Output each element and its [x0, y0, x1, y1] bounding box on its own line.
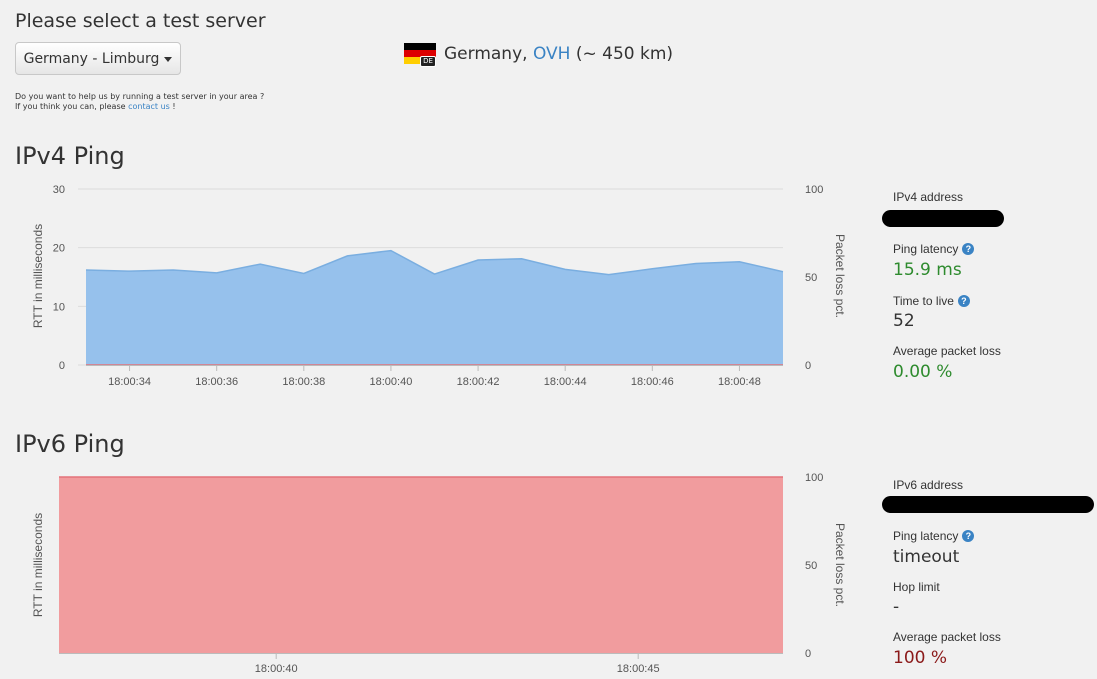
ipv4-loss-label-text: Average packet loss	[893, 344, 1001, 358]
x-tick-label: 18:00:34	[108, 376, 151, 388]
server-distance: (~ 450 km)	[570, 44, 674, 64]
x-tick-label: 18:00:36	[195, 376, 238, 388]
flag-code: DE	[420, 56, 436, 67]
ipv6-hop-label: Hop limit	[893, 580, 940, 594]
ipv4-address-label-text: IPv4 address	[893, 190, 964, 204]
rtt-area	[86, 250, 783, 365]
ipv6-latency-label: Ping latency?	[893, 529, 975, 543]
help-icon[interactable]: ?	[962, 530, 975, 542]
y-right-tick-label: 50	[805, 272, 817, 284]
help-icon[interactable]: ?	[962, 243, 975, 255]
help-icon[interactable]: ?	[957, 295, 970, 307]
ipv4-latency-value: 15.9 ms	[893, 260, 962, 280]
ipv4-section-title: IPv4 Ping	[15, 142, 125, 170]
ipv6-hop-label-text: Hop limit	[893, 580, 940, 594]
ipv6-latency-label-text: Ping latency	[893, 529, 959, 543]
packet-loss-area	[59, 477, 783, 653]
ipv4-loss-label: Average packet loss	[893, 344, 1001, 358]
ipv6-ping-chart: 0 50 100 18:00:40 18:00:45	[59, 472, 823, 675]
server-select-dropdown[interactable]: Germany - Limburg	[15, 42, 181, 75]
y-right-tick-label: 50	[805, 560, 817, 572]
help-line-2-prefix: If you think you can, please	[15, 102, 129, 111]
ipv4-address-redacted	[882, 210, 1004, 227]
location-country: Germany,	[444, 44, 533, 64]
ipv4-latency-label-text: Ping latency	[893, 242, 959, 256]
ipv6-loss-label: Average packet loss	[893, 630, 1001, 644]
help-text: Do you want to help us by running a test…	[15, 92, 264, 112]
ipv4-ttl-value: 52	[893, 311, 915, 331]
ipv6-section-title: IPv6 Ping	[15, 430, 125, 458]
x-tick-label: 18:00:45	[617, 663, 660, 675]
y-tick-label: 20	[53, 243, 65, 255]
germany-flag-icon: DE	[404, 43, 436, 67]
provider-link[interactable]: OVH	[532, 44, 571, 64]
y-right-tick-label: 100	[805, 184, 823, 196]
ipv6-address-label: IPv6 address	[893, 478, 963, 492]
y-right-tick-label: 0	[805, 648, 811, 660]
y-tick-label: 30	[53, 184, 65, 196]
x-tick-label: 18:00:38	[282, 376, 325, 388]
ipv4-latency-label: Ping latency?	[893, 242, 975, 256]
x-tick-label: 18:00:40	[370, 376, 413, 388]
help-line-2: If you think you can, please contact us …	[15, 102, 264, 112]
ipv6-address-label-text: IPv6 address	[893, 478, 964, 492]
x-tick-label: 18:00:40	[255, 663, 298, 675]
ipv6-hop-value: -	[893, 597, 900, 617]
y-tick-label: 10	[53, 301, 65, 313]
rtt-line	[85, 249, 784, 276]
contact-us-link[interactable]: contact us	[128, 102, 170, 111]
ipv4-address-label: IPv4 address	[893, 190, 963, 204]
y-right-tick-label: 100	[805, 472, 823, 484]
caret-down-icon	[164, 57, 173, 62]
ipv6-latency-value: timeout	[893, 547, 960, 567]
help-line-2-suffix: !	[169, 102, 176, 111]
page-title: Please select a test server	[15, 10, 266, 32]
ipv6-y-axis-right-label: Packet loss pct.	[833, 522, 847, 608]
x-tick-label: 18:00:46	[631, 376, 674, 388]
ipv6-loss-value: 100 %	[893, 648, 948, 668]
ipv4-ping-chart: 0 10 20 30 0 50 100 18:00:34 18:00:36 18:00:38 18:…	[53, 184, 824, 388]
x-tick-label: 18:00:44	[544, 376, 587, 388]
ipv6-loss-label-text: Average packet loss	[893, 630, 1001, 644]
x-tick-label: 18:00:42	[457, 376, 500, 388]
server-location: Germany, OVH (~ 450 km)	[444, 44, 673, 64]
y-right-tick-label: 0	[805, 360, 811, 372]
ipv4-loss-value: 0.00 %	[893, 362, 953, 382]
help-line-1: Do you want to help us by running a test…	[15, 92, 265, 101]
ipv4-ttl-label: Time to live?	[893, 294, 970, 308]
y-tick-label: 0	[59, 360, 65, 372]
ipv6-address-redacted	[882, 496, 1094, 513]
server-select-label: Germany - Limburg	[23, 50, 160, 67]
ipv4-y-axis-label: RTT in milliseconds	[31, 223, 45, 329]
ipv6-y-axis-label: RTT in milliseconds	[31, 512, 45, 618]
ipv4-ttl-label-text: Time to live	[893, 294, 954, 308]
ipv4-y-axis-right-label: Packet loss pct.	[833, 233, 847, 319]
x-tick-label: 18:00:48	[718, 376, 761, 388]
